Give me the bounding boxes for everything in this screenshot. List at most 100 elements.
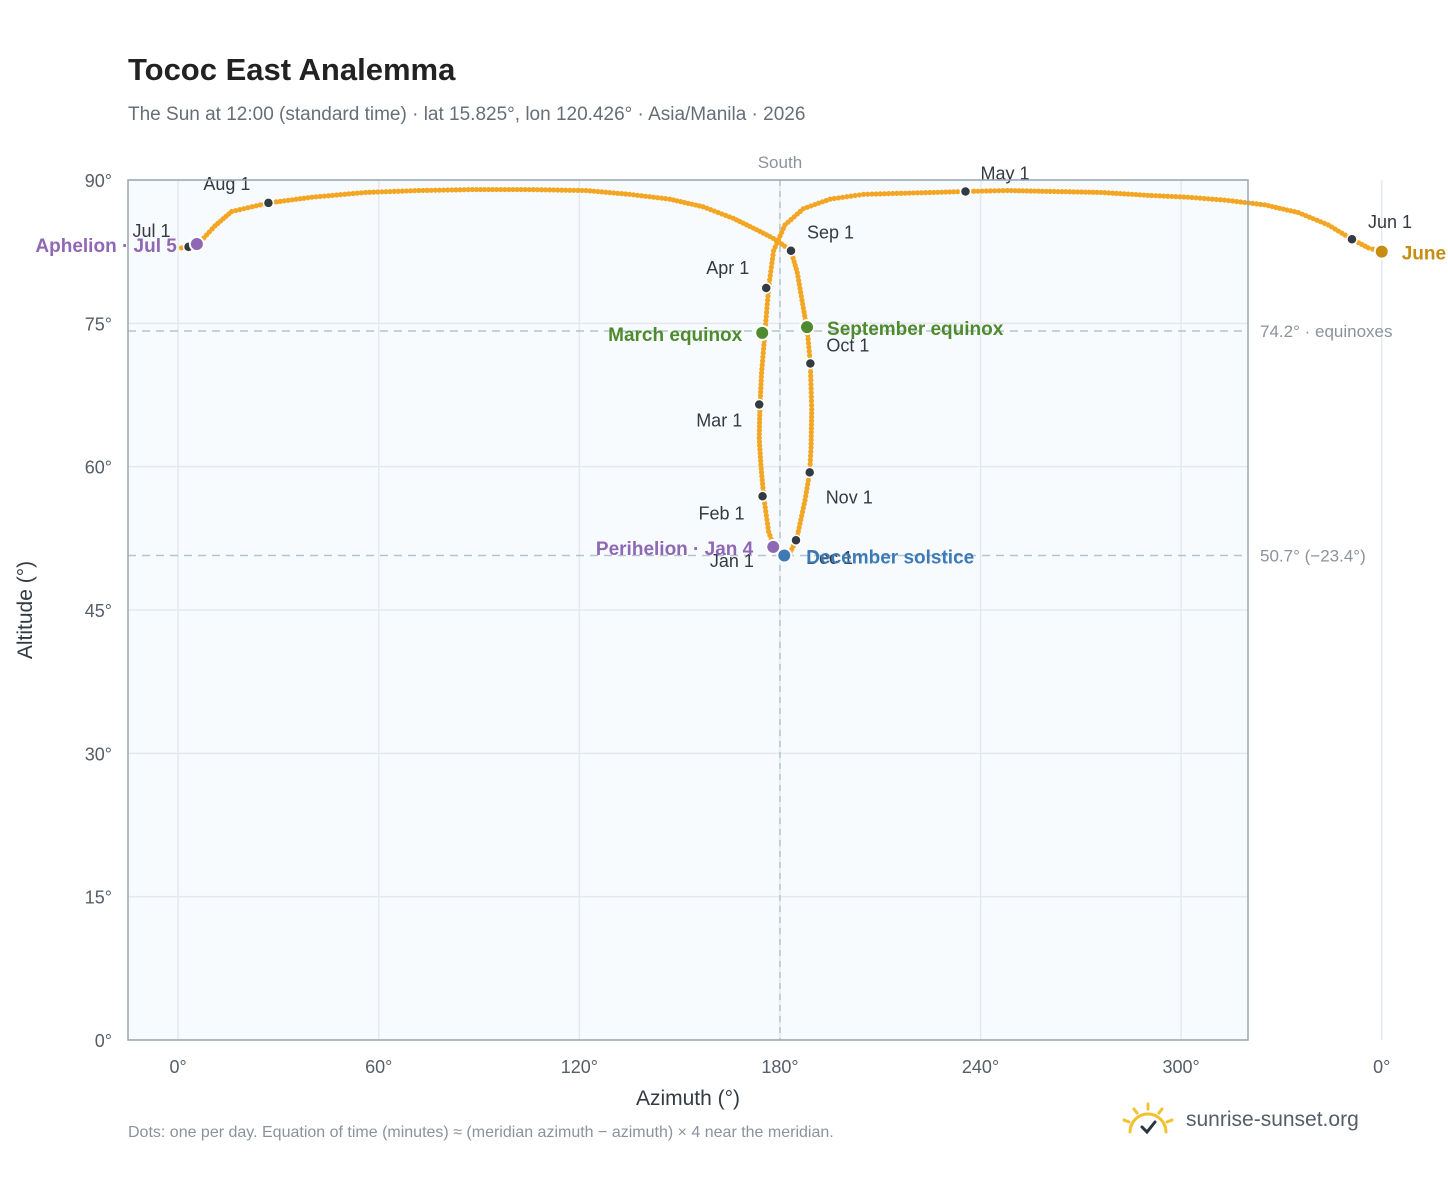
path-dot xyxy=(522,186,528,193)
path-dot xyxy=(309,194,315,200)
month-marker xyxy=(803,466,816,479)
path-dot xyxy=(800,301,806,307)
month-label: Dec 1 xyxy=(806,548,853,568)
event-marker xyxy=(754,324,771,341)
month-label: Oct 1 xyxy=(826,335,869,355)
chart-title: Tococ East Analemma xyxy=(128,52,456,87)
path-dot xyxy=(869,191,875,197)
path-dot xyxy=(317,193,323,200)
path-dot xyxy=(342,191,348,197)
month-marker xyxy=(760,282,772,294)
x-axis-title: Azimuth (°) xyxy=(636,1087,740,1110)
month-label: Feb 1 xyxy=(699,503,745,523)
path-dot xyxy=(1226,197,1232,204)
path-dot xyxy=(756,439,763,445)
path-dot xyxy=(1063,189,1069,195)
path-dot xyxy=(1117,191,1123,197)
path-dot xyxy=(289,197,295,203)
path-dot xyxy=(626,191,633,197)
path-dot xyxy=(346,191,352,197)
path-dot xyxy=(1000,188,1006,194)
path-dot xyxy=(391,188,397,194)
path-dot xyxy=(808,437,814,443)
path-dot xyxy=(663,196,669,202)
path-dot xyxy=(808,441,814,447)
path-dot xyxy=(808,414,815,420)
event-marker xyxy=(799,319,816,336)
path-dot xyxy=(607,189,613,196)
path-dot xyxy=(1242,199,1248,206)
path-dot xyxy=(799,513,805,519)
path-dot xyxy=(646,194,653,200)
path-dot xyxy=(1125,191,1131,197)
path-dot xyxy=(848,193,854,199)
path-dot xyxy=(325,193,331,199)
path-dot xyxy=(759,366,765,372)
y-tick-label: 90° xyxy=(85,171,112,191)
path-dot xyxy=(808,422,815,428)
path-dot xyxy=(760,354,766,360)
path-dot xyxy=(758,381,764,388)
path-dot xyxy=(473,186,480,193)
path-dot xyxy=(797,521,803,527)
path-dot xyxy=(935,189,941,195)
path-dot xyxy=(233,207,239,214)
path-dot xyxy=(1102,190,1108,196)
event-label: December solstice xyxy=(806,548,974,569)
path-dot xyxy=(808,385,814,392)
path-dot xyxy=(759,481,766,487)
path-dot xyxy=(534,187,540,193)
path-dot xyxy=(1082,189,1088,195)
path-dot xyxy=(808,429,814,435)
path-dot xyxy=(329,192,336,198)
reference-lines: South 74.2° · equinoxes 50.7° (−23.4°) xyxy=(128,153,1393,1040)
path-dot xyxy=(567,187,573,193)
path-dot xyxy=(947,189,953,195)
path-dot xyxy=(469,186,475,193)
path-dot xyxy=(1145,192,1151,198)
path-dot xyxy=(827,196,833,202)
y-tick-label: 30° xyxy=(85,744,112,764)
path-dot xyxy=(918,190,925,196)
path-dot xyxy=(762,500,768,507)
brand[interactable]: sunrise-sunset.org xyxy=(1120,1102,1359,1138)
path-dot xyxy=(758,458,764,464)
month-label: Nov 1 xyxy=(826,487,873,507)
path-dot xyxy=(894,190,900,196)
path-dot xyxy=(412,188,418,194)
path-dot xyxy=(485,186,492,193)
path-dot xyxy=(1161,193,1167,199)
path-dot xyxy=(1106,190,1112,196)
path-dot xyxy=(1051,188,1057,195)
path-dot xyxy=(1169,193,1175,200)
month-marker xyxy=(959,185,972,198)
path-dot xyxy=(765,293,771,299)
path-dot xyxy=(1035,188,1042,194)
path-dot xyxy=(835,195,842,201)
path-dot xyxy=(931,189,937,196)
path-dot xyxy=(950,189,957,195)
path-dot xyxy=(807,453,814,459)
path-dot xyxy=(611,190,617,196)
path-dot xyxy=(436,187,443,193)
path-dot xyxy=(764,297,771,303)
path-dot xyxy=(424,187,430,193)
month-marker xyxy=(785,244,797,257)
path-dot xyxy=(416,187,422,194)
path-dot xyxy=(914,190,920,196)
path-dot xyxy=(800,305,806,311)
path-dot xyxy=(765,529,772,535)
path-dot xyxy=(1078,189,1084,195)
path-dot xyxy=(873,191,879,197)
path-dot xyxy=(338,192,344,198)
path-dot xyxy=(807,461,813,467)
path-dot xyxy=(758,389,764,395)
path-dot xyxy=(763,309,770,316)
y-tick-label: 45° xyxy=(85,601,112,621)
path-dot xyxy=(757,443,763,449)
path-dot xyxy=(860,191,867,197)
path-dot xyxy=(768,264,774,270)
month-label: Jun 1 xyxy=(1368,212,1412,232)
path-dot xyxy=(550,187,557,193)
path-dot xyxy=(440,187,447,193)
